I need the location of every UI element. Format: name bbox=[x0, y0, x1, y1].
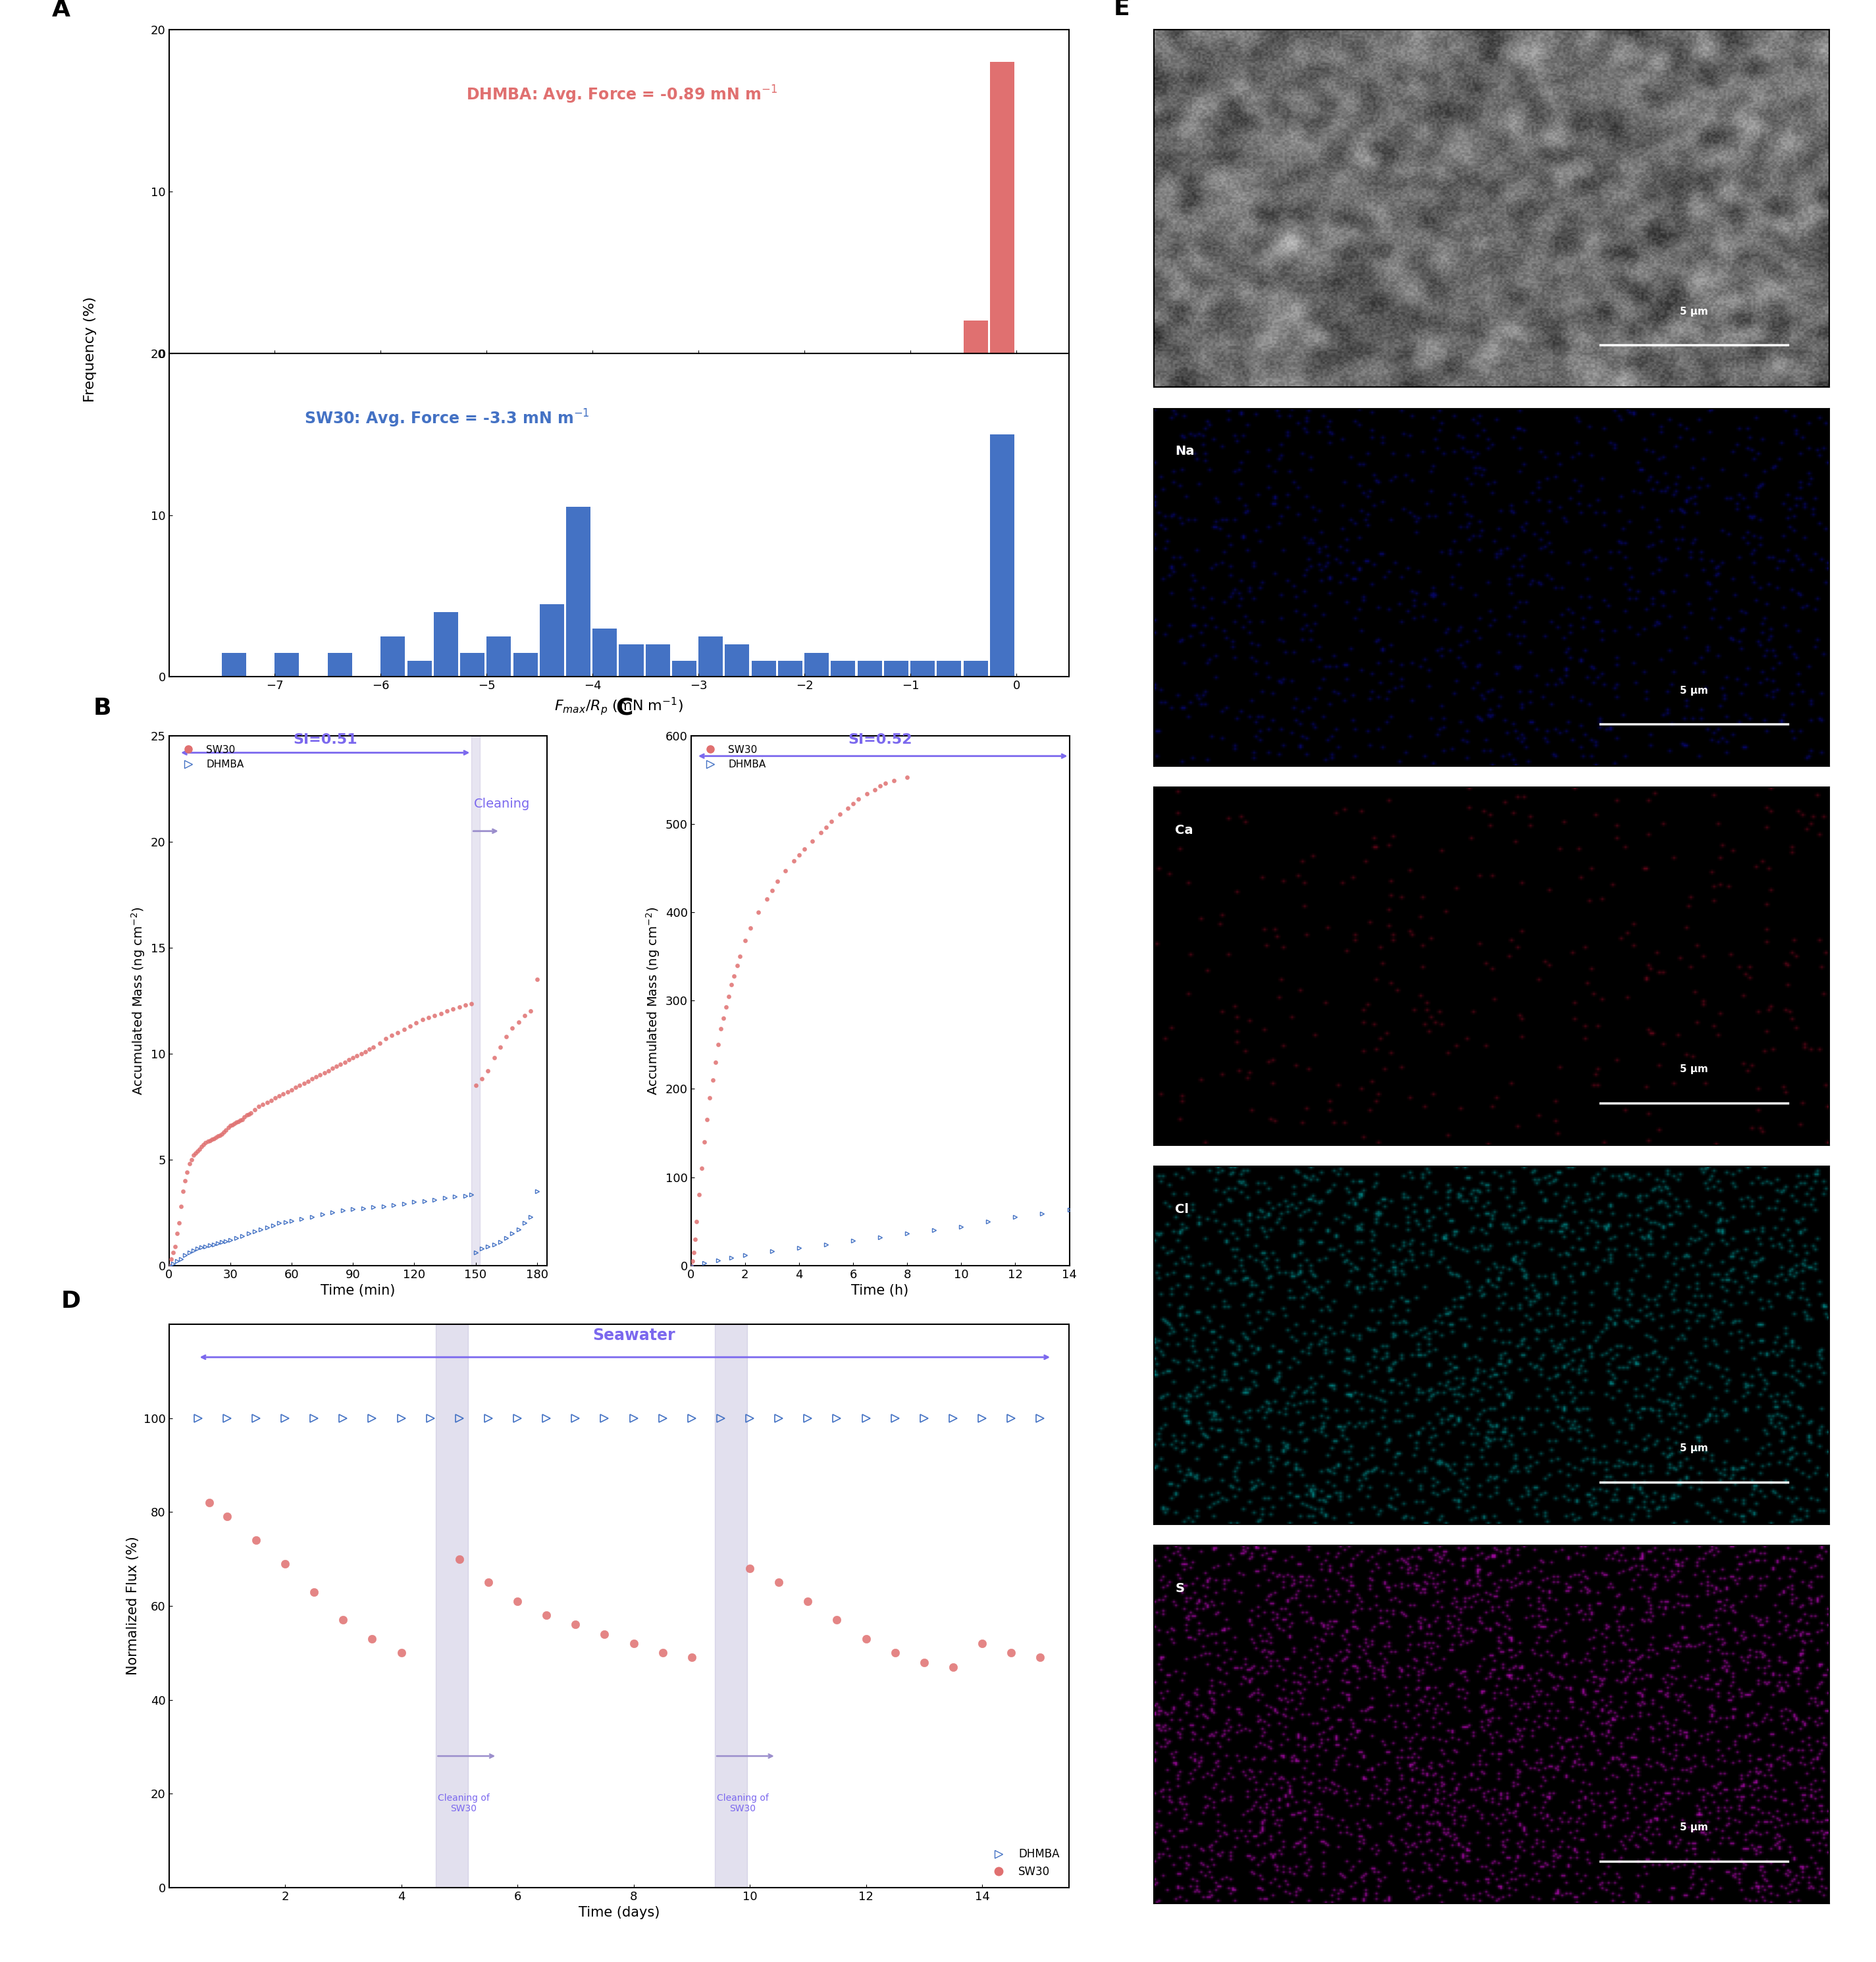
X-axis label: Time (days): Time (days) bbox=[578, 1907, 660, 1919]
Text: A: A bbox=[53, 0, 69, 22]
Legend: DHMBA, SW30: DHMBA, SW30 bbox=[983, 1844, 1064, 1882]
Text: Seawater: Seawater bbox=[593, 1328, 675, 1344]
Bar bbox=[593, 628, 617, 677]
Text: Cleaning of
SW30: Cleaning of SW30 bbox=[437, 1793, 490, 1813]
Y-axis label: Accumulated Mass (ng cm$^{-2}$): Accumulated Mass (ng cm$^{-2}$) bbox=[645, 906, 662, 1095]
Bar bbox=[486, 636, 510, 677]
Bar bbox=[433, 612, 458, 677]
Text: 5 μm: 5 μm bbox=[1679, 1823, 1709, 1833]
Y-axis label: Normalized Flux (%): Normalized Flux (%) bbox=[126, 1536, 139, 1676]
Text: Cleaning: Cleaning bbox=[473, 797, 529, 810]
Bar bbox=[407, 661, 431, 677]
Bar bbox=[471, 736, 480, 1265]
Legend: SW30, DHMBA: SW30, DHMBA bbox=[174, 742, 248, 773]
Text: SW30: Avg. Force = -3.3 mN m$^{-1}$: SW30: Avg. Force = -3.3 mN m$^{-1}$ bbox=[304, 408, 589, 430]
Bar bbox=[936, 661, 961, 677]
Bar bbox=[831, 661, 855, 677]
Text: Na: Na bbox=[1174, 445, 1195, 457]
Text: SI=0.52: SI=0.52 bbox=[848, 734, 912, 746]
Bar bbox=[381, 636, 405, 677]
Bar bbox=[460, 653, 484, 677]
Bar bbox=[645, 644, 670, 677]
Bar bbox=[752, 661, 777, 677]
Bar bbox=[857, 661, 882, 677]
Text: Cl: Cl bbox=[1174, 1203, 1189, 1216]
Bar bbox=[991, 434, 1015, 677]
Bar bbox=[619, 644, 643, 677]
Bar bbox=[964, 322, 989, 353]
Text: SI=0.51: SI=0.51 bbox=[293, 734, 358, 746]
Bar bbox=[274, 653, 298, 677]
Bar bbox=[715, 1324, 747, 1887]
Bar bbox=[779, 661, 803, 677]
X-axis label: Time (min): Time (min) bbox=[321, 1285, 396, 1297]
Text: DHMBA: Avg. Force = -0.89 mN m$^{-1}$: DHMBA: Avg. Force = -0.89 mN m$^{-1}$ bbox=[465, 84, 777, 106]
Text: S: S bbox=[1174, 1581, 1184, 1595]
Text: Frequency (%): Frequency (%) bbox=[83, 296, 98, 402]
X-axis label: $F_{max}/R_p$ (mN m$^{-1}$): $F_{max}/R_p$ (mN m$^{-1}$) bbox=[555, 697, 683, 716]
Text: 5 μm: 5 μm bbox=[1679, 306, 1709, 316]
Text: 5 μm: 5 μm bbox=[1679, 685, 1709, 695]
Y-axis label: Accumulated Mass (ng cm$^{-2}$): Accumulated Mass (ng cm$^{-2}$) bbox=[129, 906, 146, 1095]
Bar bbox=[514, 653, 538, 677]
Text: C: C bbox=[615, 697, 632, 720]
Bar bbox=[435, 1324, 467, 1887]
Bar bbox=[910, 661, 934, 677]
Bar bbox=[884, 661, 908, 677]
Text: D: D bbox=[60, 1289, 81, 1313]
Bar bbox=[698, 636, 722, 677]
Bar bbox=[328, 653, 353, 677]
Bar bbox=[964, 661, 989, 677]
Bar bbox=[991, 61, 1015, 353]
Bar bbox=[805, 653, 829, 677]
Bar bbox=[567, 506, 591, 677]
Bar bbox=[221, 653, 246, 677]
Bar bbox=[540, 604, 565, 677]
Text: Cleaning of
SW30: Cleaning of SW30 bbox=[717, 1793, 769, 1813]
Bar bbox=[672, 661, 696, 677]
Legend: SW30, DHMBA: SW30, DHMBA bbox=[696, 742, 769, 773]
X-axis label: Time (h): Time (h) bbox=[852, 1285, 908, 1297]
Text: 5 μm: 5 μm bbox=[1679, 1065, 1709, 1075]
Text: B: B bbox=[94, 697, 111, 720]
Text: 5 μm: 5 μm bbox=[1679, 1444, 1709, 1454]
Text: E: E bbox=[1112, 0, 1129, 20]
Bar bbox=[724, 644, 749, 677]
Text: Ca: Ca bbox=[1174, 824, 1193, 836]
